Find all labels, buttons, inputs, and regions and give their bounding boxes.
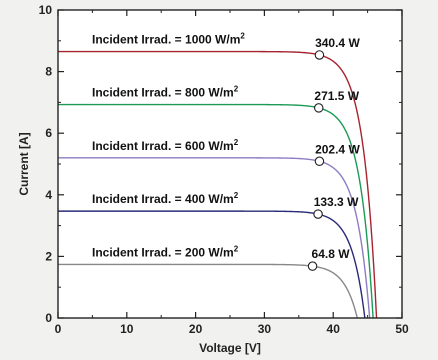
y-tick-label: 0 [45,311,52,325]
y-tick-label: 2 [45,249,52,263]
series-label-superscript: 2 [234,85,239,94]
y-tick-label: 4 [45,188,52,202]
mpp-marker [314,50,325,60]
x-tick-label: 20 [189,322,203,336]
power-label: 340.4 W [315,36,360,50]
series-label: Incident Irrad. = 200 W/m2 [92,244,239,259]
series-label: Incident Irrad. = 400 W/m2 [92,191,239,206]
series-label-text: Incident Irrad. = 600 W/m [92,139,234,153]
series-label: Incident Irrad. = 800 W/m2 [92,85,239,100]
series-label: Incident Irrad. = 600 W/m2 [92,138,239,153]
mpp-marker [314,103,324,113]
series-label-text: Incident Irrad. = 1000 W/m [92,33,240,47]
series-label-text: Incident Irrad. = 800 W/m [92,86,234,100]
axes: 0 10 20 30 40 50 0 2 4 6 8 10 [39,3,409,336]
power-label: 202.4 W [315,142,360,156]
iv-curve [58,263,358,319]
y-tick-label: 6 [45,126,52,140]
series-label-text: Incident Irrad. = 200 W/m [92,245,234,259]
x-axis-title: Voltage [V] [199,341,261,355]
x-tick-label: 30 [258,322,272,336]
power-label: 271.5 W [314,89,359,103]
series-label: Incident Irrad. = 1000 W/m2 [92,32,245,47]
x-tick-label: 40 [327,322,341,336]
series-label-superscript: 2 [240,32,245,41]
mpp-markers [307,50,325,271]
series-label-superscript: 2 [234,138,239,147]
mpp-marker [307,261,318,271]
x-tick-label: 0 [55,322,62,336]
x-tick-label: 50 [395,322,409,336]
x-tick-label: 10 [120,322,134,336]
y-tick-label: 10 [39,3,53,17]
mpp-marker [314,156,325,167]
series-label-text: Incident Irrad. = 400 W/m [92,192,234,206]
plot-area [58,10,402,318]
y-tick-label: 8 [45,65,52,79]
y-axis-title: Current [A] [17,132,31,195]
power-label: 133.3 W [314,195,359,209]
series-label-superscript: 2 [234,191,239,200]
series-label-superscript: 2 [234,244,239,253]
mpp-marker [313,209,323,219]
power-label: 64.8 W [312,247,351,261]
